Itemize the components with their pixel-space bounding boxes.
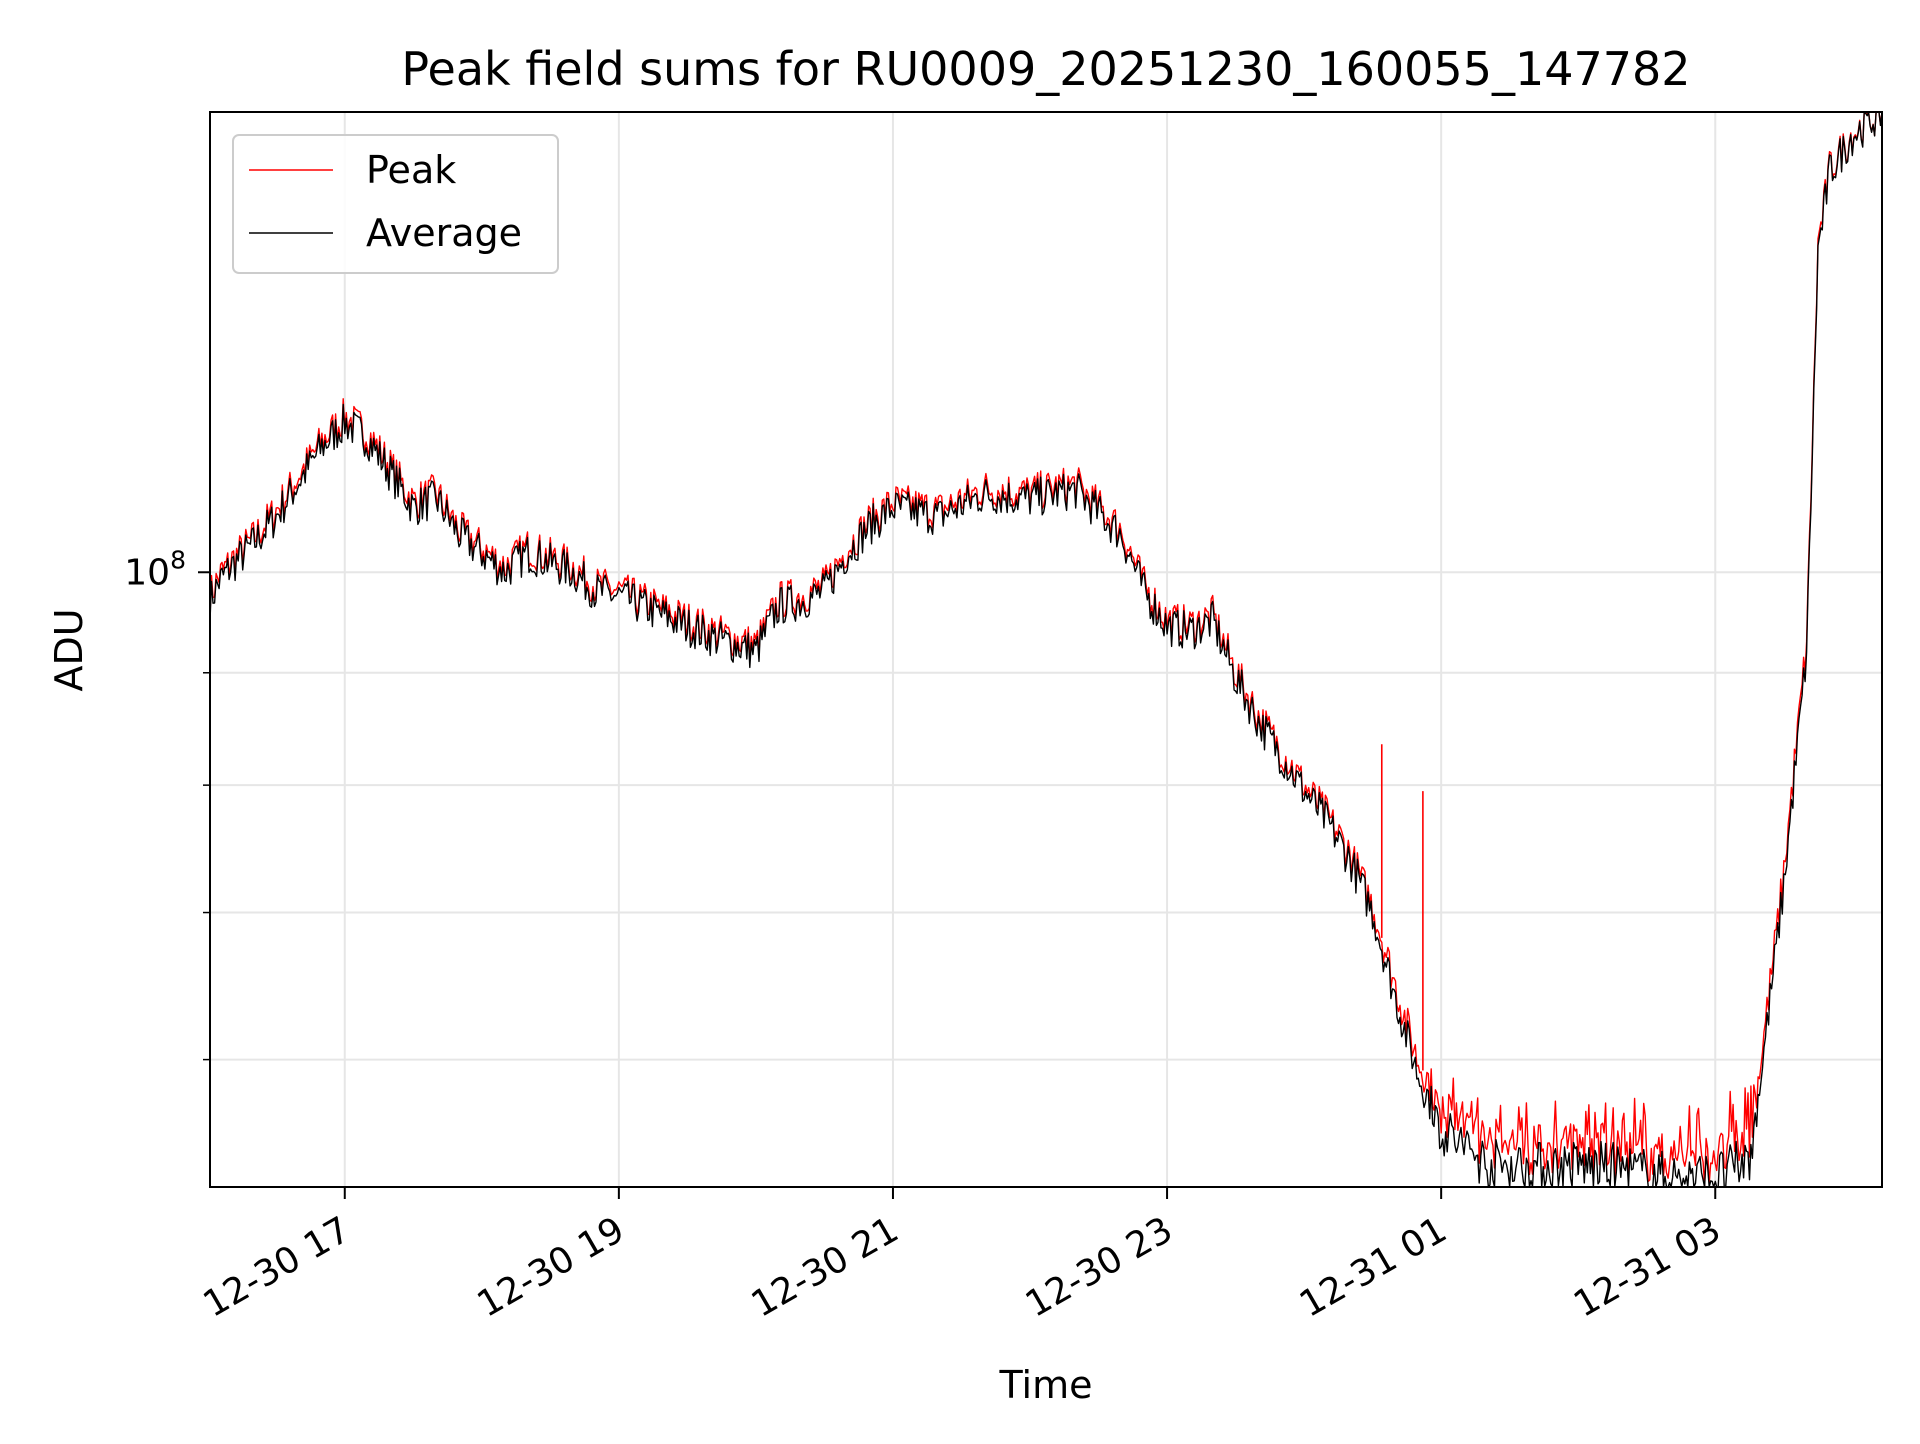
x-axis-label: Time — [999, 1363, 1093, 1407]
grid-layer — [210, 112, 1882, 1187]
x-tick-label: 12-30 21 — [745, 1209, 906, 1325]
plot-frame — [209, 111, 1883, 1188]
x-tick-label: 12-30 19 — [471, 1209, 632, 1325]
x-tick-label: 12-31 03 — [1567, 1209, 1728, 1325]
legend-label-peak: Peak — [366, 148, 456, 192]
legend-label-average: Average — [366, 211, 522, 255]
tick-layer: 12-30 17 12-30 19 12-30 21 12-30 23 12-31 01… — [124, 545, 1727, 1325]
y-axis-label: ADU — [47, 608, 91, 691]
x-tick-label: 12-31 01 — [1293, 1209, 1454, 1325]
average-series-line — [209, 111, 1883, 1188]
chart-title: Peak field sums for RU0009_20251230_1600… — [401, 42, 1690, 96]
x-tick-label: 12-30 17 — [197, 1209, 358, 1325]
peak-series-line — [209, 111, 1883, 1187]
series-layer — [209, 111, 1883, 1188]
y-tick-label: 108 — [124, 545, 186, 593]
x-tick-label: 12-30 23 — [1019, 1209, 1180, 1325]
legend: Peak Average — [232, 134, 559, 274]
